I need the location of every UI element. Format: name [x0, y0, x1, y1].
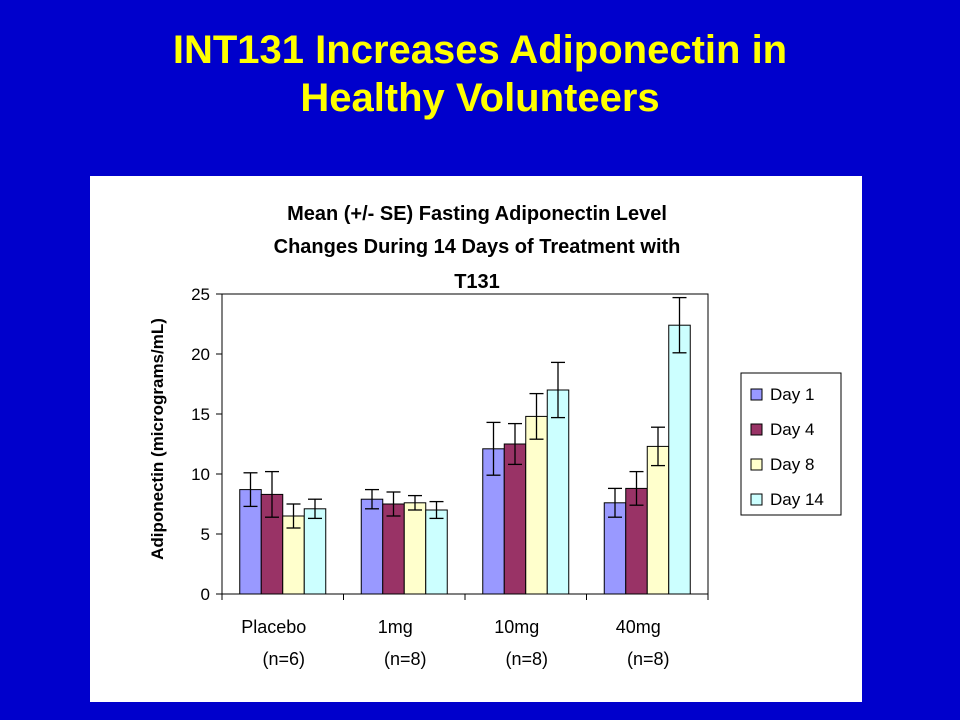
error-bar [672, 296, 687, 354]
chart-title: Mean (+/- SE) Fasting Adiponectin Level … [274, 203, 681, 293]
y-tick-label: 25 [191, 285, 210, 304]
legend-item: Day 1 [750, 385, 814, 404]
legend-swatch [750, 493, 763, 506]
x-category-sublabel: (n=6) [262, 649, 305, 669]
x-category-sublabel: (n=8) [384, 649, 427, 669]
legend-swatch [750, 458, 763, 471]
x-category-sublabel: (n=8) [627, 649, 670, 669]
legend-label: Day 8 [770, 455, 814, 474]
error-bar [429, 500, 444, 520]
bar-day-8-2 [525, 415, 548, 595]
legend-item: Day 8 [750, 455, 814, 474]
error-bar [386, 491, 401, 517]
bar-day-14-0 [303, 508, 327, 595]
y-tick-label: 10 [191, 465, 210, 484]
slide-title: INT131 Increases Adiponectin in Healthy … [0, 26, 960, 122]
bar-day-1-1 [360, 498, 384, 595]
chart-title-line-3: T131 [454, 271, 500, 293]
legend-swatch [750, 388, 763, 401]
error-bar [286, 503, 301, 529]
error-bar [265, 470, 279, 518]
y-tick-label: 0 [201, 585, 210, 604]
x-category-label: 10mg [494, 617, 539, 637]
error-bar [508, 422, 522, 466]
error-bar [365, 488, 379, 510]
y-tick-label: 15 [191, 405, 210, 424]
legend-item: Day 14 [750, 490, 824, 509]
error-bar [651, 426, 665, 467]
error-bar [486, 421, 501, 476]
chart-panel: Mean (+/- SE) Fasting Adiponectin Level … [90, 176, 862, 702]
plot-area: 0 5 10 15 20 25 Placebo (n=6) 1mg (n=8) 10mg (n=8) 4… [191, 285, 709, 669]
legend-label: Day 1 [770, 385, 814, 404]
bar-day-4-1 [382, 503, 405, 595]
slide-title-line-2: Healthy Volunteers [300, 76, 660, 120]
bar-chart: Mean (+/- SE) Fasting Adiponectin Level … [148, 203, 842, 669]
error-bar [308, 498, 322, 520]
error-bar [243, 472, 258, 508]
bar-day-8-1 [403, 502, 427, 595]
legend-swatch [750, 423, 763, 436]
chart-title-line-1: Mean (+/- SE) Fasting Adiponectin Level [287, 203, 667, 225]
error-bar [629, 470, 644, 506]
bar-day-14-1 [425, 509, 448, 595]
error-bar [529, 392, 544, 440]
y-tick-label: 5 [201, 525, 210, 544]
bar-day-14-2 [546, 389, 570, 595]
y-tick-label: 20 [191, 345, 210, 364]
chart-title-line-2: Changes During 14 Days of Treatment with [274, 236, 681, 258]
bar-day-14-3 [668, 324, 691, 595]
legend-label: Day 4 [770, 420, 814, 439]
legend-item: Day 4 [750, 420, 814, 439]
legend-label: Day 14 [770, 490, 824, 509]
bar-day-8-3 [646, 445, 670, 595]
x-category-label: Placebo [241, 617, 306, 637]
legend: Day 1 Day 4 Day 8 Day 14 [740, 372, 842, 516]
x-category-label: 40mg [616, 617, 661, 637]
error-bar [551, 361, 565, 419]
error-bar [408, 494, 422, 511]
slide-title-line-1: INT131 Increases Adiponectin in [172, 28, 788, 72]
bar-day-4-2 [503, 443, 527, 595]
x-category-sublabel: (n=8) [505, 649, 548, 669]
error-bar [608, 487, 622, 518]
x-category-label: 1mg [378, 617, 413, 637]
y-axis-label: Adiponectin (micrograms/mL) [148, 318, 167, 560]
